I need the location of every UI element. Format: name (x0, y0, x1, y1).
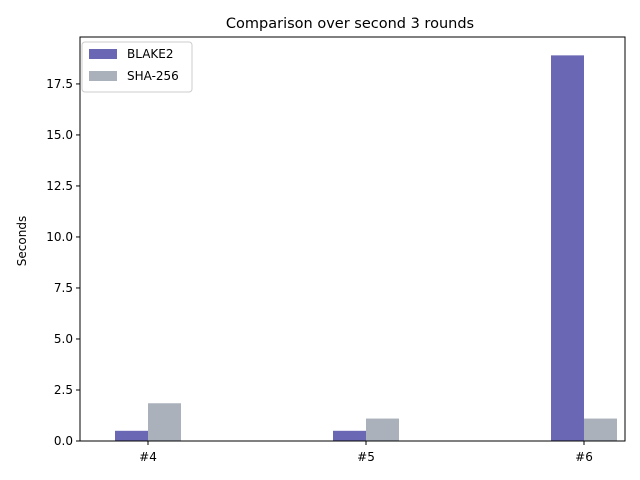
x-tick-label: #5 (357, 450, 375, 464)
legend-swatch-blake2 (89, 49, 117, 59)
y-tick-label: 5.0 (54, 332, 73, 346)
y-tick-label: 2.5 (54, 383, 73, 397)
legend: BLAKE2 SHA-256 (81, 41, 193, 93)
bar-blake2-6 (551, 55, 584, 441)
bar-sha256-6 (584, 418, 617, 441)
bar-sha256-4 (148, 403, 181, 441)
x-tick-label: #4 (139, 450, 157, 464)
y-tick-label: 0.0 (54, 434, 73, 448)
bar-blake2-5 (333, 430, 366, 441)
plot-area: 0.0 2.5 5.0 7.5 10.0 12.5 15.0 17.5 #4 #5 #6 (46, 36, 626, 464)
y-tick-label: 7.5 (54, 281, 73, 295)
legend-swatch-sha256 (89, 71, 117, 81)
y-tick-label: 17.5 (46, 77, 73, 91)
chart-title: Comparison over second 3 rounds (226, 16, 474, 32)
y-tick-label: 15.0 (46, 128, 73, 142)
y-axis-label: Seconds (15, 216, 29, 266)
bar-sha256-5 (366, 418, 399, 441)
y-tick-label: 12.5 (46, 179, 73, 193)
y-tick-label: 10.0 (46, 230, 73, 244)
legend-label-blake2: BLAKE2 (127, 47, 174, 61)
bar-blake2-4 (115, 430, 148, 441)
x-tick-label: #6 (575, 450, 593, 464)
legend-label-sha256: SHA-256 (127, 69, 179, 83)
axes-frame (79, 36, 626, 442)
